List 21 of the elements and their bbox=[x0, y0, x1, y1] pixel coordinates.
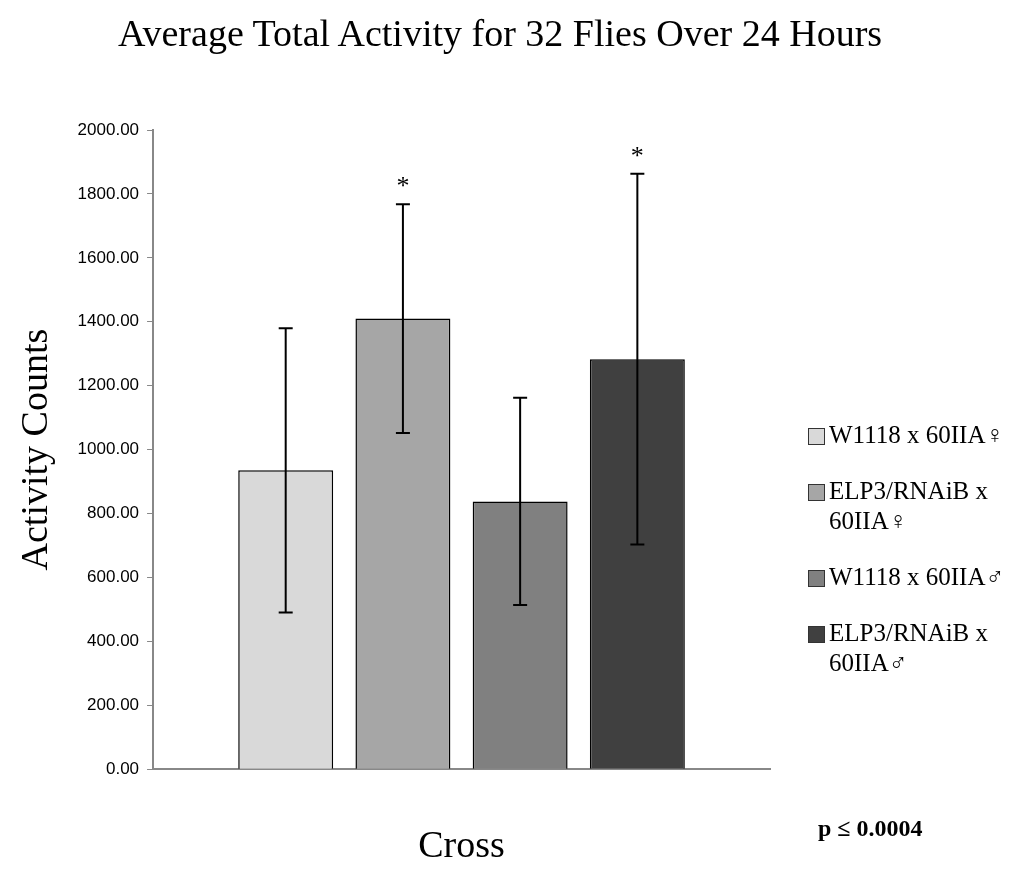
chart-title: Average Total Activity for 32 Flies Over 24 Hours bbox=[116, 11, 884, 56]
y-axis-title: Activity Counts bbox=[12, 328, 55, 571]
y-tick-label: 0.00 bbox=[105, 758, 140, 778]
annotation: * bbox=[630, 140, 644, 170]
legend-label: ELP3/RNAiB x 60IIA♂ bbox=[829, 618, 990, 678]
annotation: * bbox=[396, 170, 410, 200]
y-tick-label: 1400.00 bbox=[77, 311, 140, 331]
legend-label: ELP3/RNAiB x 60IIA♀ bbox=[829, 476, 990, 536]
y-tick-label: 1800.00 bbox=[77, 183, 140, 203]
y-tick-label: 800.00 bbox=[87, 503, 140, 523]
y-tick-label: 1600.00 bbox=[77, 247, 140, 267]
y-tick-label: 1000.00 bbox=[77, 439, 140, 459]
legend-label: W1118 x 60IIA♂ bbox=[829, 562, 1005, 592]
y-tick-label: 600.00 bbox=[87, 567, 140, 587]
y-tick-label: 400.00 bbox=[87, 631, 140, 651]
legend-label: W1118 x 60IIA♀ bbox=[829, 420, 1005, 450]
text: p ≤ 0.0004 bbox=[818, 815, 923, 842]
x-axis-title: Cross bbox=[418, 823, 505, 866]
y-tick-label: 1200.00 bbox=[77, 375, 140, 395]
y-tick-label: 200.00 bbox=[87, 694, 140, 714]
y-tick-label: 2000.00 bbox=[77, 119, 140, 139]
